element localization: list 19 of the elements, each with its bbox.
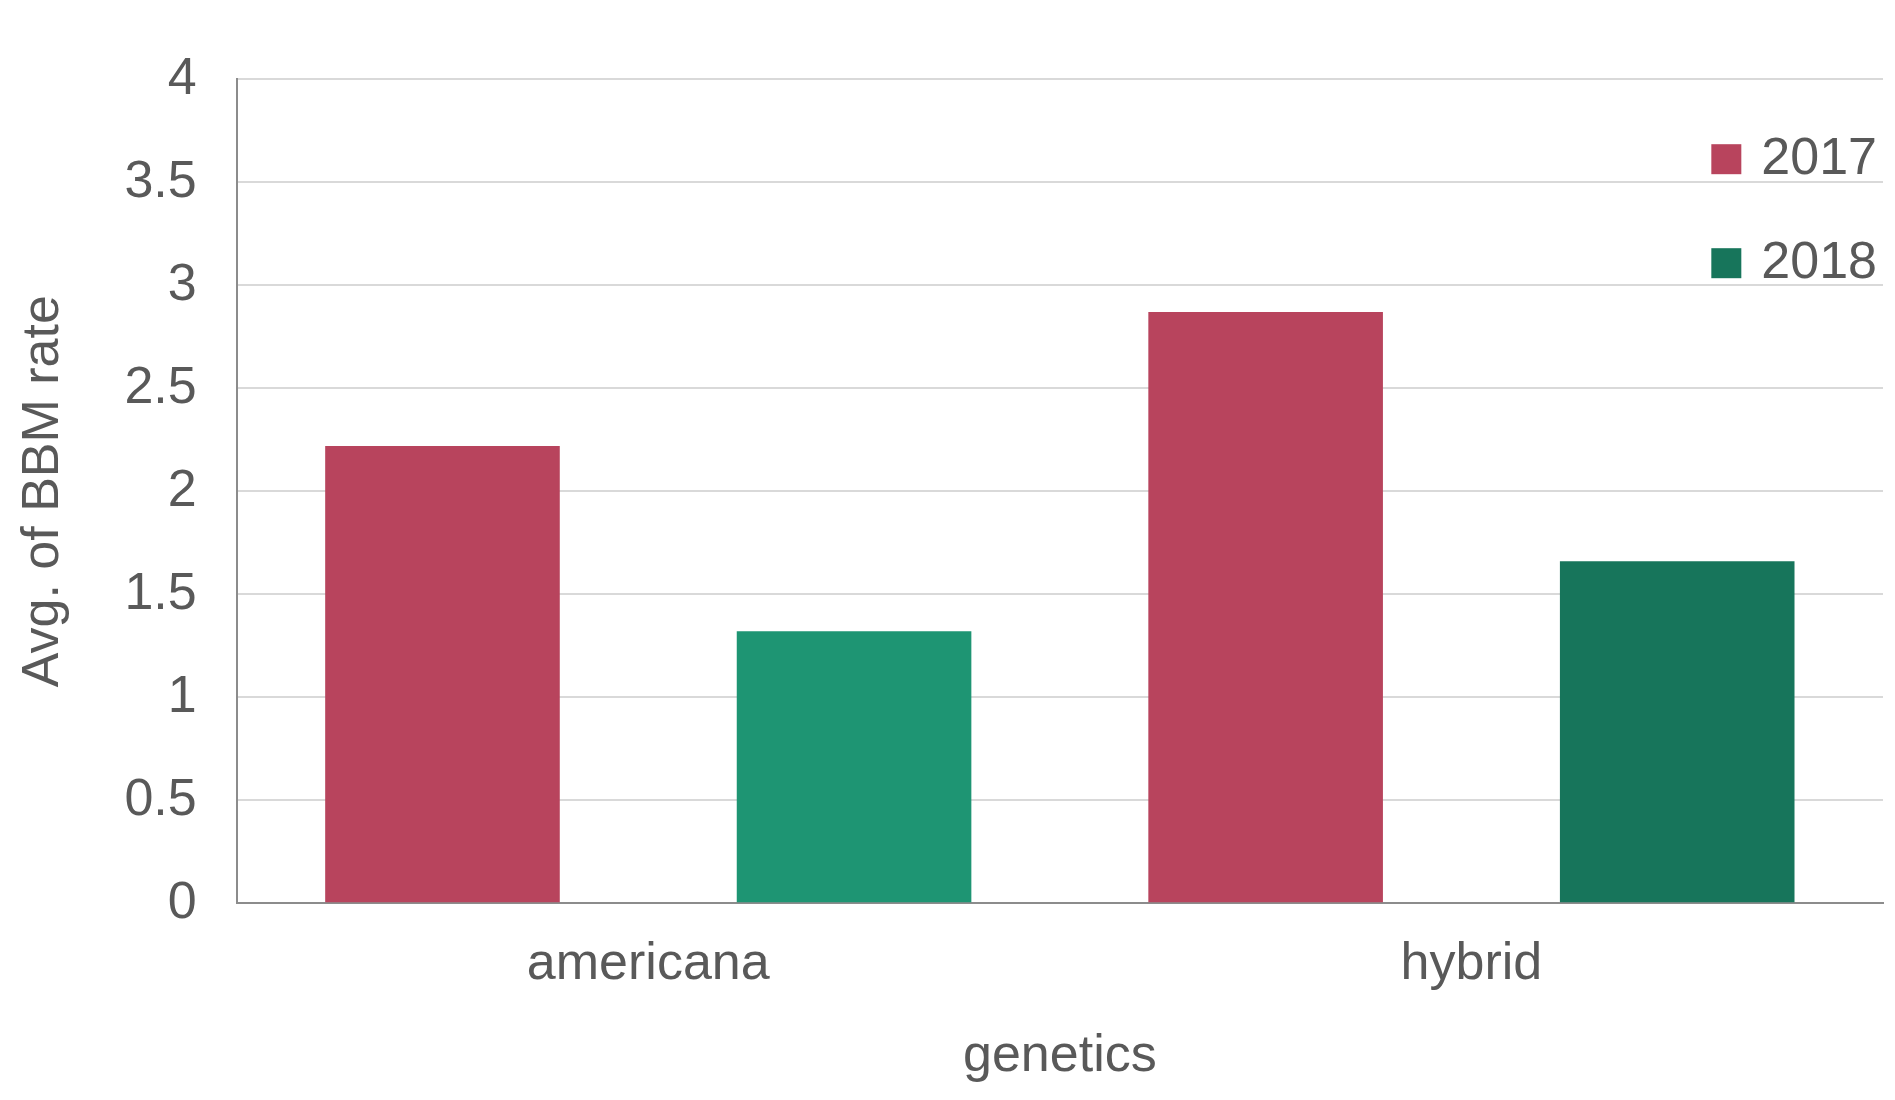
y-tick-label: 3.5 xyxy=(124,149,197,208)
y-tick-label: 1.5 xyxy=(124,561,197,620)
x-tick-label: americana xyxy=(526,931,770,990)
legend-label: 2018 xyxy=(1761,230,1878,289)
y-tick-label: 2 xyxy=(167,458,197,517)
bar xyxy=(1148,311,1383,903)
x-tick-label: hybrid xyxy=(1400,931,1543,990)
y-tick-label: 0.5 xyxy=(124,767,197,826)
bar xyxy=(1559,561,1795,903)
bar xyxy=(736,631,972,903)
y-axis-title: Avg. of BBM rate xyxy=(10,295,69,688)
y-tick-label: 0 xyxy=(167,870,197,929)
x-axis-title: genetics xyxy=(963,1024,1157,1083)
y-tick-label: 3 xyxy=(167,252,197,311)
legend-label: 2017 xyxy=(1761,126,1878,185)
y-tick-label: 1 xyxy=(167,664,197,723)
bar xyxy=(325,445,560,903)
y-tick-label: 4 xyxy=(167,46,197,105)
y-tick-label: 2.5 xyxy=(124,355,197,414)
